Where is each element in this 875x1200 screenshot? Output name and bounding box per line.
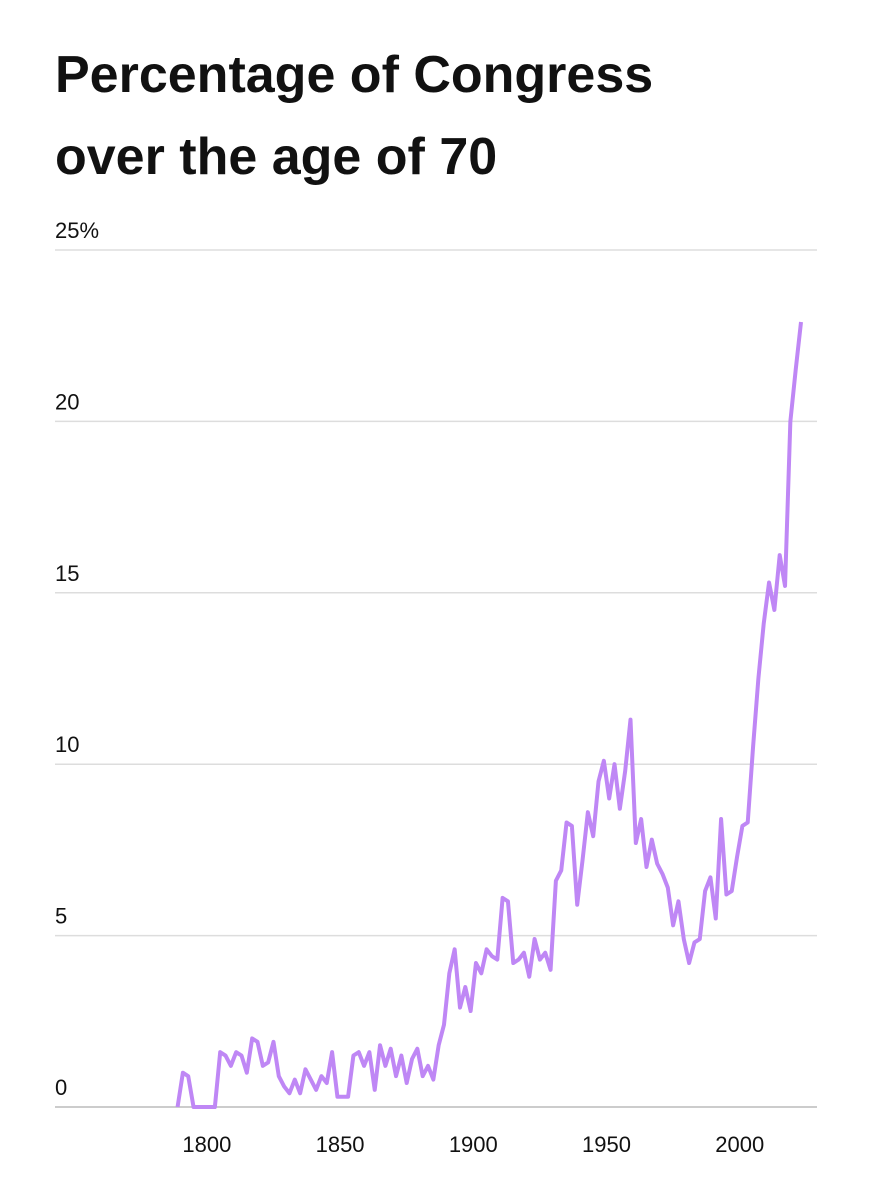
x-tick-label: 2000 (715, 1132, 764, 1157)
y-tick-label: 15 (55, 561, 79, 586)
x-tick-label: 1900 (449, 1132, 498, 1157)
line (175, 321, 804, 1109)
chart-title: Percentage of Congress (55, 46, 653, 104)
y-tick-label: 5 (55, 904, 67, 929)
y-tick-label: 0 (55, 1075, 67, 1100)
y-tick-label: 10 (55, 732, 79, 757)
x-tick-label: 1800 (182, 1132, 231, 1157)
y-tick-label: 25% (55, 218, 99, 243)
y-tick-label: 20 (55, 389, 79, 414)
x-tick-label: 1850 (316, 1132, 365, 1157)
x-tick-label: 1950 (582, 1132, 631, 1157)
chart-title: over the age of 70 (55, 128, 497, 186)
